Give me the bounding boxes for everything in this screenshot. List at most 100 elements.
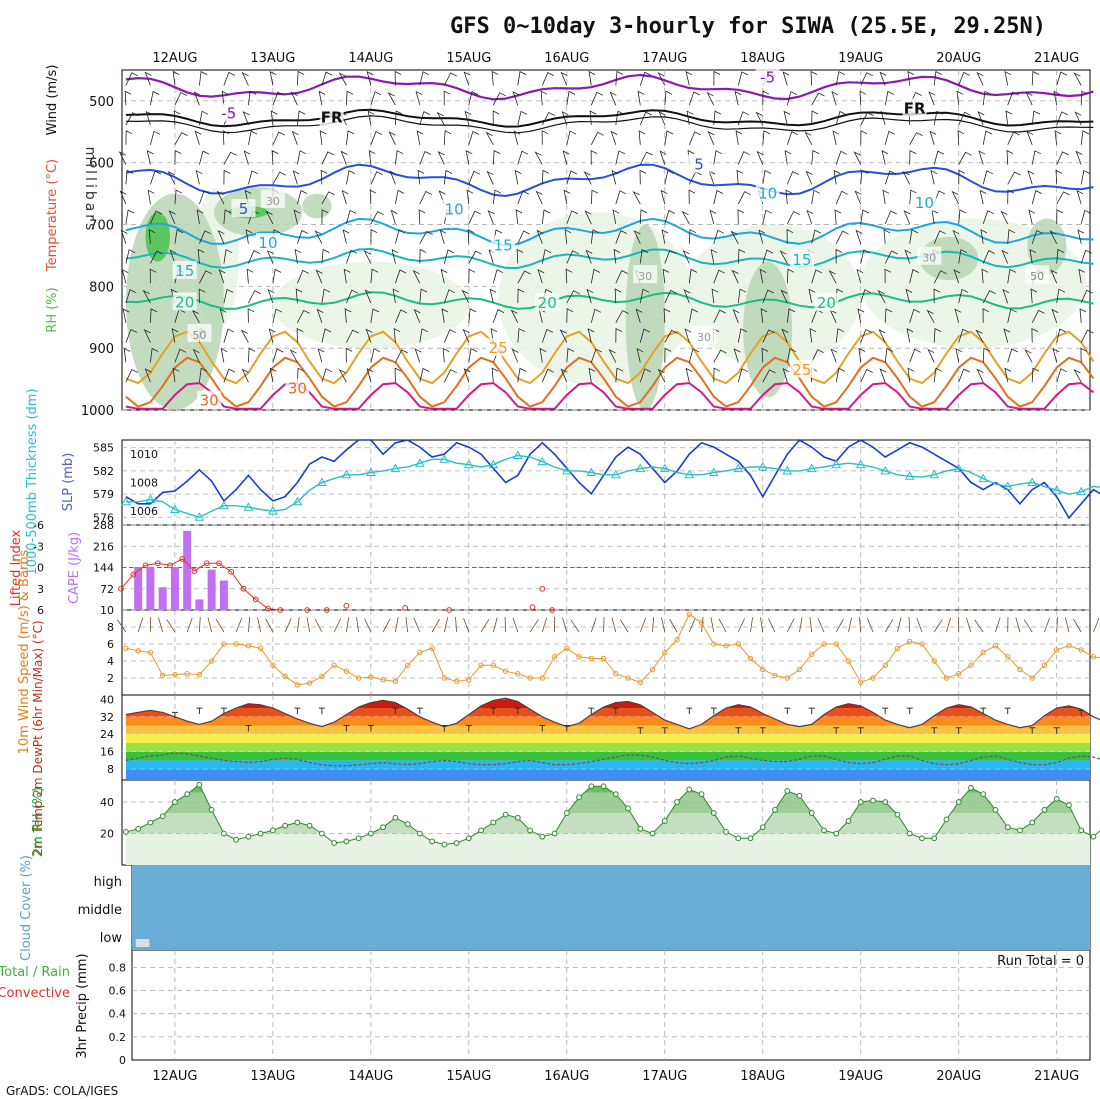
- upper-wind-barb: [515, 209, 523, 224]
- minmax-mark: [196, 707, 203, 715]
- surface-wind-barb: [382, 618, 391, 633]
- upper-wind-barb: [468, 170, 481, 185]
- date-label-bottom: 17AUG: [642, 1069, 687, 1084]
- upper-wind-barb: [297, 229, 309, 244]
- wind-speed-marker: [551, 654, 558, 660]
- upper-wind-barb: [269, 367, 277, 383]
- upper-wind-barb: [780, 289, 788, 304]
- rh-marker: [282, 822, 289, 829]
- li-marker: [154, 560, 161, 567]
- minmax-mark: [612, 707, 619, 715]
- upper-wind-barb: [516, 248, 524, 264]
- upper-wind-barb: [958, 368, 970, 383]
- upper-wind-barb: [370, 211, 384, 225]
- wind-speed-marker: [319, 673, 325, 679]
- surface-wind-barb: [946, 617, 951, 633]
- upper-wind-barb: [346, 329, 359, 343]
- contour-label: 50: [1030, 270, 1044, 283]
- upper-wind-barb: [395, 110, 403, 126]
- upper-wind-barb: [1056, 368, 1067, 383]
- wind-speed-marker: [870, 675, 876, 681]
- upper-wind-barb: [468, 91, 479, 106]
- upper-wind-barb: [981, 268, 989, 284]
- rh-marker: [294, 819, 301, 826]
- upper-wind-barb: [732, 308, 740, 323]
- upper-wind-barb: [713, 269, 725, 284]
- contour-label-bg: [216, 103, 241, 122]
- upper-wind-barb: [1031, 309, 1045, 323]
- cape-bar: [146, 567, 155, 610]
- upper-wind-barb: [245, 229, 253, 244]
- surface-wind-barb: [504, 616, 506, 633]
- upper-wind-barb: [318, 90, 326, 106]
- upper-wind-barb: [465, 150, 473, 165]
- upper-wind-barb: [321, 368, 333, 383]
- upper-wind-barb: [174, 132, 188, 145]
- upper-wind-barb: [713, 309, 726, 323]
- upper-wind-barb: [248, 90, 257, 106]
- minmax-mark: [637, 727, 644, 734]
- upper-wind-barb: [662, 268, 670, 284]
- contour-label: 10: [258, 234, 277, 252]
- rh-marker: [710, 810, 717, 816]
- contour-freezing-inner: [125, 115, 1094, 134]
- upper-wind-barb: [958, 209, 967, 224]
- minmax-mark: [343, 725, 350, 732]
- upper-wind-barb: [461, 289, 470, 304]
- li-marker: [216, 560, 222, 567]
- upper-wind-barb: [756, 150, 764, 165]
- upper-wind-barb: [1056, 248, 1065, 264]
- upper-wind-barb: [664, 289, 677, 304]
- contour-label: 30: [638, 270, 652, 283]
- wind-speed-marker: [355, 675, 362, 681]
- surface-wind-barb: [1056, 616, 1058, 633]
- rh-marker: [502, 811, 509, 818]
- upper-wind-barb: [294, 248, 302, 264]
- upper-wind-barb: [1031, 150, 1042, 165]
- upper-wind-barb: [195, 169, 203, 185]
- chart-marks: 12AUG 12AUG 13AUG 13AUG 14AUG 14AUG 15AUG 15AUG…: [0, 51, 1100, 1084]
- upper-wind-barb: [1056, 191, 1070, 205]
- li-marker: [203, 560, 210, 567]
- upper-wind-barb: [860, 169, 869, 185]
- upper-wind-barb: [443, 169, 453, 185]
- rh-marker: [906, 830, 913, 837]
- upper-wind-barb: [880, 110, 888, 126]
- upper-wind-barb: [590, 229, 600, 244]
- upper-wind-barb: [248, 290, 261, 304]
- upper-wind-barb: [982, 130, 993, 145]
- upper-wind-barb: [835, 328, 845, 343]
- li-marker: [252, 596, 259, 603]
- upper-wind-barb: [344, 308, 352, 323]
- wind-speed-marker: [698, 620, 705, 626]
- upper-wind-barb: [710, 248, 718, 264]
- upper-wind-barb: [835, 150, 847, 165]
- rh-color-band: [125, 792, 1090, 814]
- upper-wind-barb: [1001, 249, 1009, 264]
- upper-wind-barb: [658, 111, 666, 126]
- surface-wind-barb: [541, 617, 548, 633]
- upper-wind-barb: [737, 248, 746, 264]
- upper-wind-barb: [295, 288, 303, 304]
- upper-wind-barb: [272, 91, 285, 106]
- surface-wind-barb: [1073, 618, 1082, 633]
- upper-wind-barb: [663, 308, 671, 323]
- wind-speed-marker: [613, 671, 619, 677]
- upper-wind-barb: [247, 308, 255, 323]
- upper-wind-barb: [835, 190, 848, 205]
- surface-wind-barb: [619, 619, 629, 633]
- wind-speed-marker: [1017, 666, 1023, 673]
- upper-wind-barb: [584, 210, 592, 225]
- surface-wind-barb: [688, 618, 696, 633]
- upper-wind-barb: [1080, 90, 1089, 106]
- upper-wind-barb: [223, 169, 231, 185]
- wind-speed-marker: [956, 671, 962, 677]
- upper-wind-barb: [419, 288, 428, 304]
- upper-wind-barb: [565, 268, 573, 284]
- upper-wind-barb: [221, 90, 229, 106]
- wind-speed-marker: [1041, 662, 1048, 668]
- rh-marker: [698, 791, 705, 798]
- upper-wind-barb: [882, 189, 890, 205]
- upper-wind-barb: [316, 308, 324, 323]
- thickness-marker: [439, 454, 450, 463]
